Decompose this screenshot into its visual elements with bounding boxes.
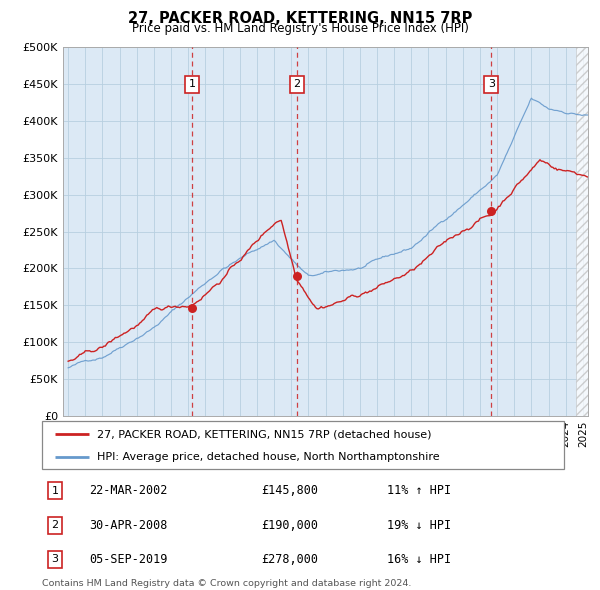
Text: 19% ↓ HPI: 19% ↓ HPI (386, 519, 451, 532)
Text: 11% ↑ HPI: 11% ↑ HPI (386, 484, 451, 497)
Text: 27, PACKER ROAD, KETTERING, NN15 7RP (detached house): 27, PACKER ROAD, KETTERING, NN15 7RP (de… (97, 429, 431, 439)
Text: 30-APR-2008: 30-APR-2008 (89, 519, 167, 532)
Text: Contains HM Land Registry data © Crown copyright and database right 2024.
This d: Contains HM Land Registry data © Crown c… (42, 579, 412, 590)
Text: 1: 1 (52, 486, 59, 496)
Text: £145,800: £145,800 (261, 484, 318, 497)
Text: HPI: Average price, detached house, North Northamptonshire: HPI: Average price, detached house, Nort… (97, 452, 439, 462)
Text: 1: 1 (188, 79, 196, 89)
Text: £278,000: £278,000 (261, 553, 318, 566)
Text: 3: 3 (488, 79, 495, 89)
Text: Price paid vs. HM Land Registry's House Price Index (HPI): Price paid vs. HM Land Registry's House … (131, 22, 469, 35)
Text: 3: 3 (52, 555, 59, 564)
Text: 2: 2 (52, 520, 59, 530)
Text: £190,000: £190,000 (261, 519, 318, 532)
Text: 22-MAR-2002: 22-MAR-2002 (89, 484, 167, 497)
Text: 05-SEP-2019: 05-SEP-2019 (89, 553, 167, 566)
Text: 16% ↓ HPI: 16% ↓ HPI (386, 553, 451, 566)
FancyBboxPatch shape (42, 421, 564, 469)
Text: 27, PACKER ROAD, KETTERING, NN15 7RP: 27, PACKER ROAD, KETTERING, NN15 7RP (128, 11, 472, 25)
Text: 2: 2 (293, 79, 301, 89)
